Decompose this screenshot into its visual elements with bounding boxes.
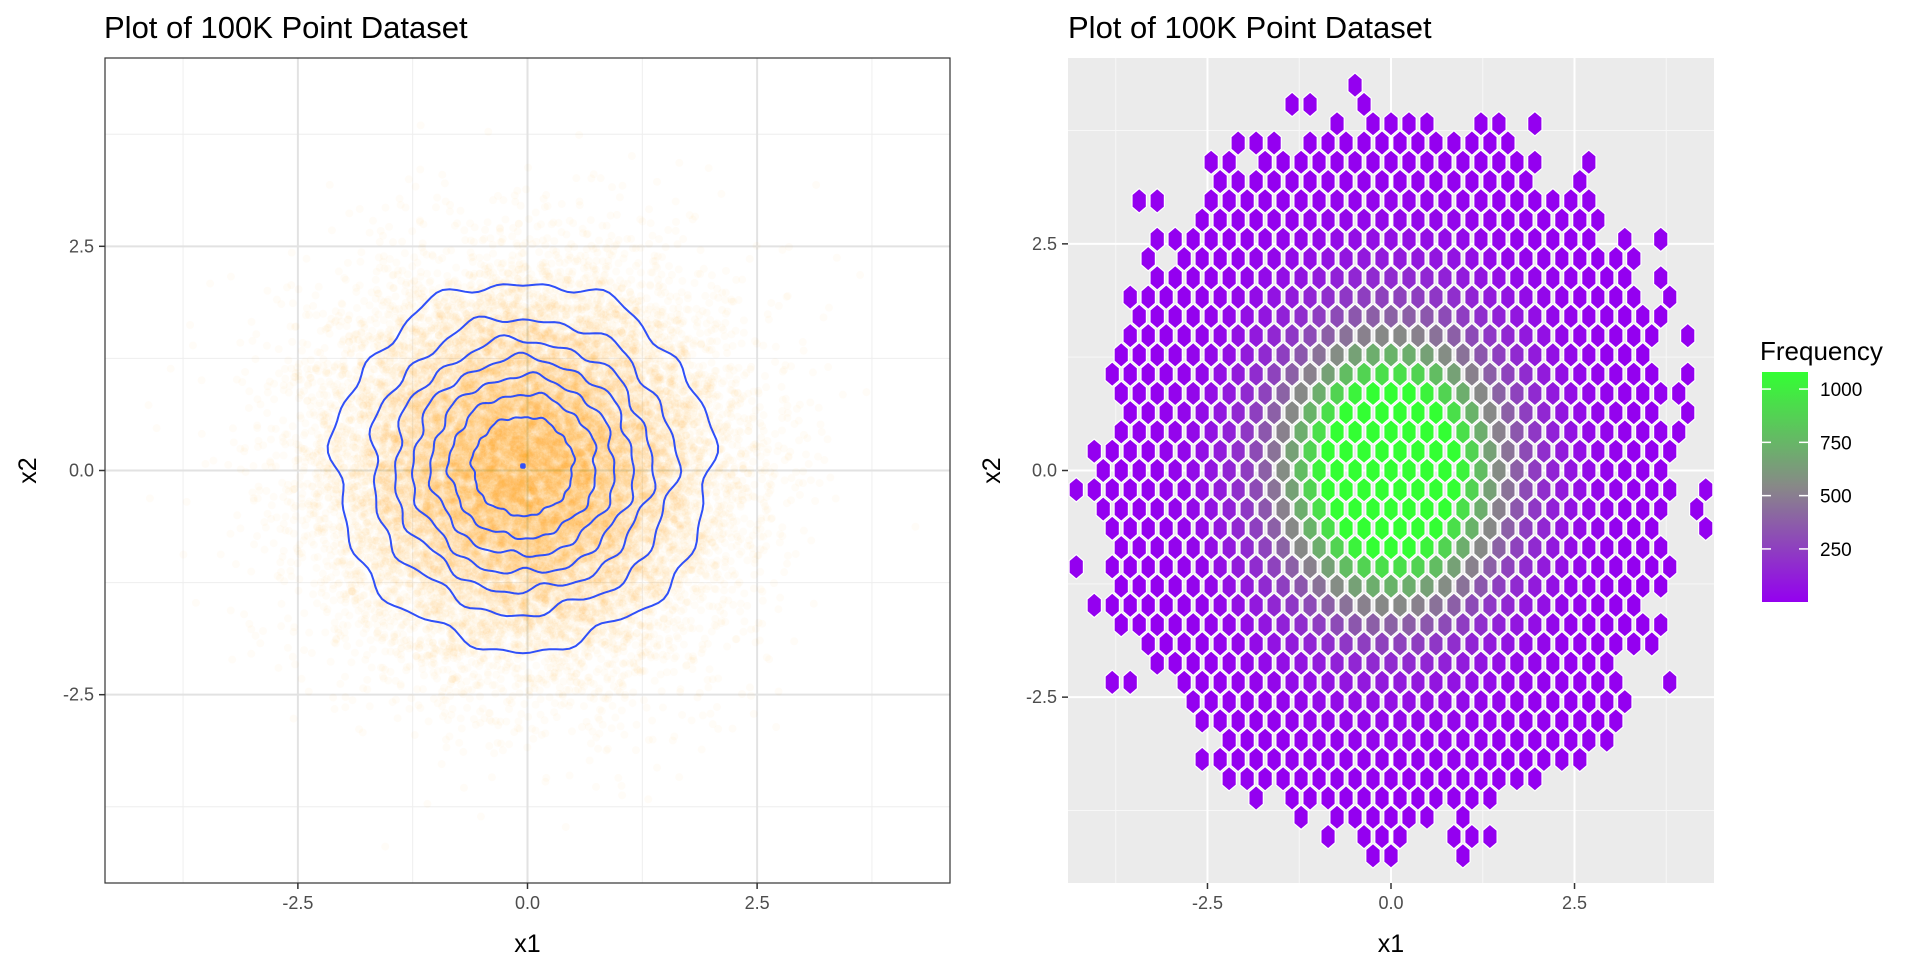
data-point: [515, 717, 523, 725]
data-point: [294, 559, 302, 567]
data-point: [363, 676, 371, 684]
data-point: [394, 714, 402, 722]
data-point: [153, 424, 161, 432]
data-point: [277, 622, 285, 630]
data-point: [405, 705, 413, 713]
data-point: [336, 680, 344, 688]
data-point: [295, 285, 303, 293]
data-point: [645, 205, 653, 213]
data-point: [802, 450, 810, 458]
data-point: [381, 843, 389, 851]
data-point: [490, 749, 498, 757]
data-point: [477, 813, 485, 821]
data-point: [270, 395, 278, 403]
data-point: [471, 223, 479, 231]
data-point: [800, 347, 808, 355]
data-point: [253, 532, 261, 540]
data-point: [706, 710, 714, 718]
data-point: [344, 259, 352, 267]
data-point: [270, 539, 278, 547]
data-point: [856, 271, 864, 279]
data-point: [675, 159, 683, 167]
data-point: [300, 646, 308, 654]
data-point: [705, 299, 713, 307]
data-point: [227, 273, 235, 281]
data-point: [632, 641, 640, 649]
data-point: [248, 318, 256, 326]
data-point: [595, 236, 603, 244]
data-point: [824, 435, 832, 443]
data-point: [298, 675, 306, 683]
data-point: [558, 200, 566, 208]
data-point: [696, 625, 704, 633]
data-point: [300, 609, 308, 617]
data-point: [310, 580, 318, 588]
data-point: [586, 756, 594, 764]
data-point: [699, 711, 707, 719]
data-point: [466, 695, 474, 703]
data-point: [662, 243, 670, 251]
data-point: [608, 702, 616, 710]
data-point: [463, 704, 471, 712]
data-point: [367, 636, 375, 644]
data-point: [758, 588, 766, 596]
data-point: [407, 694, 415, 702]
data-point: [501, 215, 509, 223]
data-point: [415, 701, 423, 709]
data-point: [524, 713, 532, 721]
data-point: [675, 773, 683, 781]
data-point: [270, 493, 278, 501]
data-point: [587, 216, 595, 224]
data-point: [643, 704, 651, 712]
data-point: [532, 209, 540, 217]
data-point: [230, 438, 238, 446]
data-point: [280, 452, 288, 460]
data-point: [629, 699, 637, 707]
data-point: [228, 656, 236, 664]
data-point: [543, 234, 551, 242]
data-point: [251, 355, 259, 363]
data-point: [608, 724, 616, 732]
data-point: [241, 444, 249, 452]
data-point: [697, 606, 705, 614]
data-point: [284, 644, 292, 652]
data-point: [618, 782, 626, 790]
data-point: [356, 258, 364, 266]
data-point: [192, 599, 200, 607]
data-point: [217, 550, 225, 558]
data-point: [780, 568, 788, 576]
data-point: [658, 687, 666, 695]
data-point: [738, 690, 746, 698]
data-point: [647, 219, 655, 227]
data-point: [701, 292, 709, 300]
data-point: [818, 428, 826, 436]
data-point: [305, 688, 313, 696]
data-point: [749, 458, 757, 466]
data-point: [708, 271, 716, 279]
data-point: [310, 554, 318, 562]
data-point: [550, 237, 558, 245]
data-point: [229, 424, 237, 432]
data-point: [708, 359, 716, 367]
